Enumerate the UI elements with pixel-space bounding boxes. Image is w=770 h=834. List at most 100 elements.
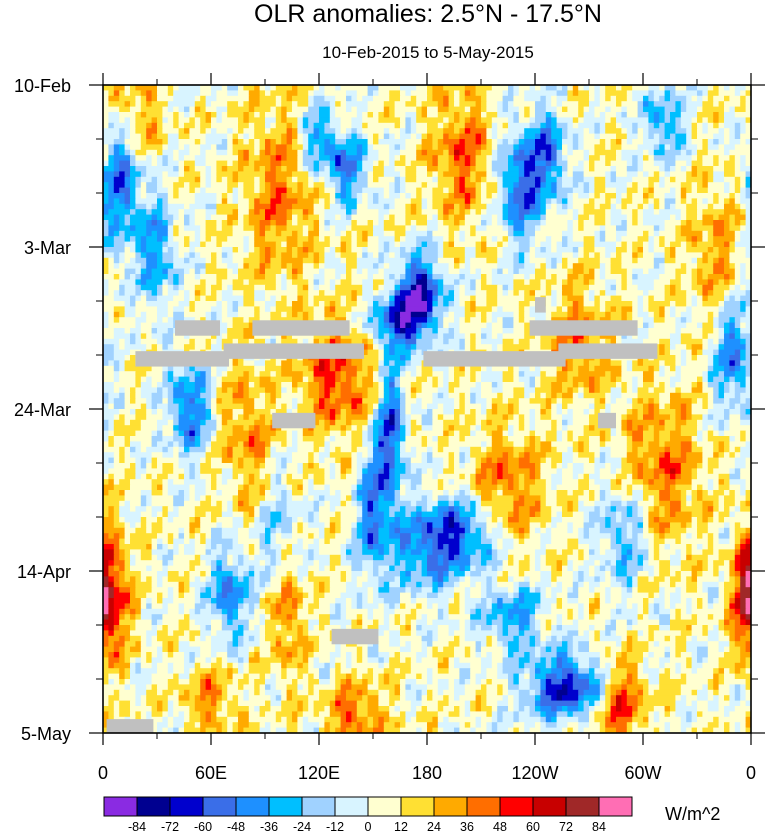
field-cell: [443, 209, 450, 216]
field-cell: [540, 365, 558, 372]
field-cell: [227, 387, 234, 394]
field-cell: [594, 387, 601, 394]
field-cell: [686, 214, 698, 221]
field-cell: [216, 419, 223, 426]
field-cell: [130, 101, 136, 108]
field-cell: [157, 430, 163, 437]
field-cell: [275, 430, 288, 437]
field-cell: [518, 247, 531, 253]
field-cell: [124, 306, 136, 313]
field-cell: [119, 95, 136, 102]
field-cell: [653, 236, 660, 243]
field-cell: [675, 122, 682, 129]
field-cell: [659, 176, 666, 183]
field-cell: [286, 284, 298, 291]
field-cell: [324, 306, 331, 313]
field-cell: [724, 257, 730, 264]
field-cell: [734, 241, 751, 248]
field-cell: [254, 333, 271, 340]
field-cell: [302, 257, 315, 264]
field-cell: [400, 398, 406, 405]
field-cell: [664, 236, 676, 243]
field-cell: [664, 160, 676, 167]
field-cell: [189, 425, 196, 432]
field-cell: [675, 290, 687, 297]
field-cell: [437, 225, 450, 232]
field-cell: [130, 209, 136, 216]
field-cell: [335, 333, 342, 340]
field-cell: [551, 398, 558, 405]
field-cell: [292, 171, 309, 178]
field-cell: [221, 284, 228, 291]
field-cell: [173, 149, 180, 156]
field-cell: [146, 247, 163, 253]
field-cell: [508, 160, 514, 167]
field-cell: [659, 112, 666, 118]
field-cell: [421, 263, 433, 270]
field-cell: [535, 290, 547, 297]
field-cell: [178, 117, 190, 124]
field-cell: [151, 209, 163, 216]
field-cell: [664, 371, 676, 378]
field-cell: [713, 241, 725, 248]
field-cell: [594, 230, 601, 237]
field-cell: [389, 133, 396, 140]
field-cell: [189, 112, 196, 118]
field-cell: [108, 220, 115, 226]
field-cell: [367, 365, 374, 372]
field-cell: [362, 117, 379, 124]
field-cell: [281, 139, 288, 145]
field-cell: [362, 360, 379, 367]
field-cell: [491, 333, 498, 340]
field-cell: [578, 274, 585, 280]
field-cell: [621, 144, 639, 151]
field-cell: [130, 225, 136, 232]
field-cell: [481, 403, 487, 410]
field-cell: [707, 247, 714, 253]
field-cell: [562, 425, 568, 432]
field-cell: [167, 187, 174, 194]
field-cell: [265, 360, 277, 367]
field-cell: [551, 409, 558, 415]
field-cell: [205, 317, 212, 324]
field-cell: [432, 187, 444, 194]
field-cell: [367, 133, 374, 140]
field-cell: [389, 371, 401, 378]
field-cell: [151, 376, 163, 383]
field-cell: [302, 295, 309, 302]
field-cell: [324, 263, 347, 270]
field-cell: [281, 295, 288, 302]
field-cell: [583, 139, 601, 145]
field-cell: [491, 166, 509, 172]
field-cell: [486, 155, 493, 162]
field-cell: [130, 90, 142, 97]
field-cell: [524, 252, 531, 259]
field-cell: [421, 295, 428, 302]
field-cell: [513, 392, 525, 399]
field-cell: [680, 414, 687, 421]
field-cell: [416, 133, 423, 140]
field-cell: [491, 322, 504, 329]
field-cell: [470, 155, 477, 162]
field-cell: [470, 295, 477, 302]
field-cell: [157, 85, 169, 91]
field-cell: [324, 279, 331, 286]
field-cell: [124, 338, 131, 345]
field-cell: [394, 279, 401, 286]
field-cell: [292, 139, 298, 145]
field-cell: [562, 155, 568, 162]
field-cell: [470, 106, 482, 113]
field-cell: [427, 225, 439, 232]
field-cell: [362, 392, 369, 399]
field-cell: [675, 85, 687, 91]
field-cell: [103, 274, 115, 280]
field-cell: [194, 139, 201, 145]
field-cell: [626, 214, 633, 221]
field-cell: [675, 409, 682, 415]
field-cell: [151, 155, 158, 162]
field-cell: [686, 166, 693, 172]
field-cell: [200, 430, 212, 437]
field-cell: [443, 133, 450, 140]
field-cell: [265, 257, 271, 264]
field-cell: [151, 403, 158, 410]
